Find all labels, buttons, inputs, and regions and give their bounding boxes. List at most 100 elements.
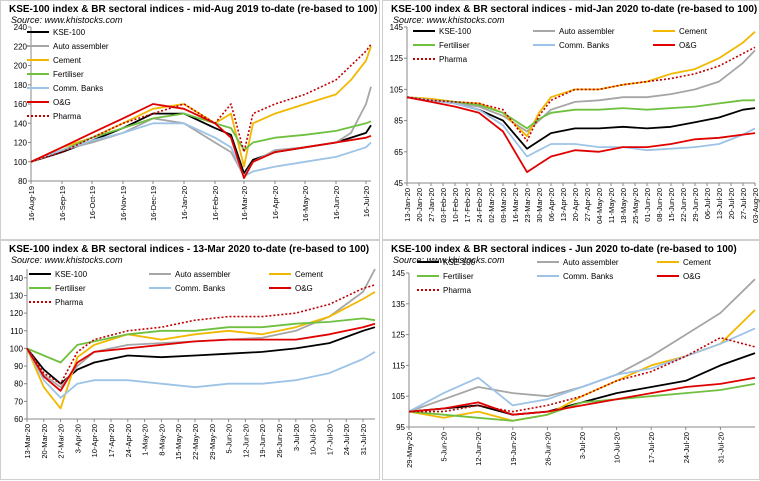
x-tick-label: 20-Apr-20 [571, 188, 580, 221]
x-tick-label: 10-Apr-20 [90, 424, 99, 457]
x-tick-label: 10-Feb-20 [451, 188, 460, 223]
chart-panel-mar-2020: KSE-100 index & BR sectoral indices - 13… [0, 240, 380, 480]
x-tick-label: 26-Jun-20 [275, 424, 284, 458]
y-tick-label: 160 [14, 100, 28, 109]
x-tick-label: 13-Jan-20 [403, 188, 412, 222]
x-tick-label: 8-May-20 [157, 424, 166, 456]
x-tick-label: 20-Jul-20 [727, 188, 736, 219]
legend-label: KSE-100 [53, 28, 86, 37]
y-tick-label: 200 [14, 62, 28, 71]
legend-label: O&G [53, 98, 71, 107]
series-line-fertiliser [408, 383, 756, 422]
x-tick-label: 16-Nov-19 [119, 186, 128, 221]
legend-label: O&G [295, 284, 313, 293]
series-line-pharma [26, 284, 376, 385]
x-tick-label: 27-Jul-20 [739, 188, 748, 219]
x-tick-label: 24-Jul-20 [682, 432, 691, 463]
legend-label: Fertiliser [439, 41, 470, 50]
x-tick-label: 26-Jun-20 [543, 432, 552, 466]
y-tick-label: 90 [14, 362, 23, 371]
chart-plot: 60 70 80 90 100 110 120 130 140 13-Mar-20 20-Mar-2… [10, 268, 376, 460]
x-tick-label: 19-Jun-20 [258, 424, 267, 458]
legend-label: KSE-100 [439, 27, 472, 36]
y-tick-label: 65 [394, 148, 403, 157]
legend-label: Auto assembler [559, 27, 615, 36]
x-tick-label: 3-Jul-20 [578, 432, 587, 459]
legend-label: Comm. Banks [559, 41, 609, 50]
x-tick-label: 01-Jun-20 [643, 188, 652, 222]
legend-label: Comm. Banks [175, 284, 225, 293]
chart-plot: 45 65 85 105 125 145 13-Jan-20 20-Jan-20 27-Jan-… [390, 23, 760, 224]
chart-title: KSE-100 index & BR sectoral indices - Ju… [391, 244, 737, 255]
chart-source: Source: www.khistocks.com [11, 255, 123, 265]
chart-panel-jan-2020: KSE-100 index & BR sectoral indices - mi… [382, 0, 760, 240]
series-line-comm-banks [408, 327, 756, 413]
y-tick-label: 135 [392, 300, 406, 309]
x-tick-label: 16-Jun-20 [332, 186, 341, 220]
series-line-auto-assembler [406, 49, 756, 133]
y-tick-label: 145 [392, 269, 406, 278]
x-tick-label: 16-Sep-19 [58, 186, 67, 221]
series-line-pharma [406, 46, 756, 142]
series-line-auto-assembler [30, 86, 372, 178]
series-line-comm-banks [406, 96, 756, 158]
y-tick-label: 85 [394, 117, 403, 126]
legend-label: Auto assembler [175, 270, 231, 279]
y-tick-label: 125 [390, 54, 404, 63]
y-tick-label: 110 [10, 327, 23, 336]
legend-label: O&G [679, 41, 697, 50]
series-line-o-g [406, 96, 756, 174]
x-tick-label: 29-May-20 [208, 424, 217, 460]
x-tick-label: 16-Jul-20 [362, 186, 371, 217]
x-tick-label: 1-May-20 [141, 424, 150, 456]
x-tick-label: 24-Feb-20 [475, 188, 484, 223]
x-tick-label: 5-Jun-20 [440, 432, 449, 462]
y-tick-label: 95 [396, 423, 405, 432]
series-line-o-g [408, 376, 756, 416]
x-tick-label: 27-Jan-20 [427, 188, 436, 222]
legend-label: Cement [683, 258, 712, 267]
x-tick-label: 11-May-20 [607, 188, 616, 223]
y-tick-label: 45 [394, 179, 403, 188]
x-tick-label: 16-Mar-20 [240, 186, 249, 221]
legend-label: Cement [679, 27, 708, 36]
x-tick-label: 10-Jul-20 [613, 432, 622, 463]
series-line-o-g [26, 322, 376, 392]
y-tick-label: 70 [14, 397, 23, 406]
y-tick-label: 140 [14, 119, 28, 128]
x-tick-label: 17-Jul-20 [647, 432, 656, 463]
x-tick-label: 04-May-20 [595, 188, 604, 224]
x-tick-label: 22-Jun-20 [679, 188, 688, 222]
x-tick-label: 15-Jun-20 [667, 188, 676, 222]
chart-source: Source: www.khistocks.com [393, 255, 505, 265]
chart-panel-jun-2020: KSE-100 index & BR sectoral indices - Ju… [382, 240, 760, 480]
chart-title: KSE-100 index & BR sectoral indices - mi… [9, 4, 378, 15]
x-tick-label: 08-Jun-20 [655, 188, 664, 222]
x-tick-label: 5-Jun-20 [225, 424, 234, 454]
y-tick-label: 130 [10, 291, 24, 300]
x-tick-label: 20-Jan-20 [415, 188, 424, 222]
x-tick-label: 17-Jul-20 [325, 424, 334, 455]
x-tick-label: 12-Jun-20 [474, 432, 483, 466]
y-tick-label: 80 [14, 380, 23, 389]
legend-label: Cement [53, 56, 82, 65]
y-tick-label: 60 [14, 415, 23, 424]
x-tick-label: 29-May-20 [405, 432, 414, 468]
x-tick-label: 16-Aug-19 [27, 186, 36, 221]
x-tick-label: 03-Feb-20 [439, 188, 448, 223]
legend-label: Auto assembler [53, 42, 109, 51]
y-tick-label: 100 [14, 158, 28, 167]
legend-label: Fertiliser [53, 70, 84, 79]
x-tick-label: 19-Jun-20 [509, 432, 518, 466]
x-tick-label: 31-Jul-20 [716, 432, 725, 463]
y-tick-label: 180 [14, 81, 28, 90]
x-tick-label: 22-May-20 [191, 424, 200, 460]
x-tick-label: 16-Feb-20 [211, 186, 220, 221]
y-tick-label: 120 [14, 139, 28, 148]
x-tick-label: 25-May-20 [631, 188, 640, 224]
x-tick-label: 30-Mar-20 [535, 188, 544, 223]
x-tick-label: 15-May-20 [174, 424, 183, 460]
series-line-o-g [30, 103, 372, 180]
x-tick-label: 16-Apr-20 [271, 186, 280, 219]
x-tick-label: 17-Apr-20 [107, 424, 116, 457]
